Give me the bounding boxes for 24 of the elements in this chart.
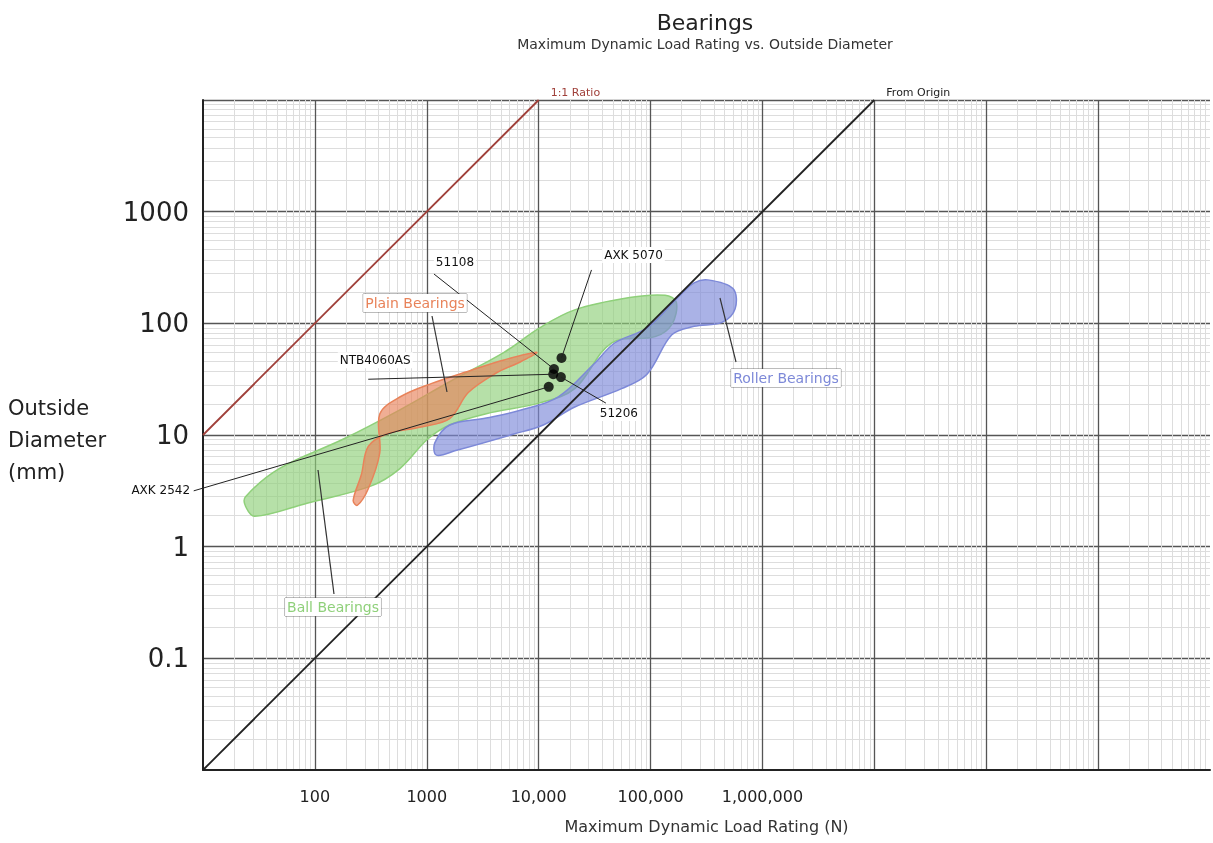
y-tick-label: 1000 — [122, 196, 189, 227]
series-label: 1:1 Ratio — [550, 85, 601, 99]
y-tick-label: 0.1 — [147, 643, 189, 674]
y-tick-label: 100 — [139, 308, 189, 339]
text: Ball Bearings — [287, 599, 379, 615]
annotation: NTB4060AS — [339, 353, 411, 368]
x-tick-label: 10,000 — [510, 786, 567, 806]
annotation: AXK 5070 — [604, 247, 663, 262]
annotation: 51206 — [599, 406, 638, 421]
y-tick-label: 1 — [172, 531, 189, 562]
y-axis-title: Outside Diameter (mm) — [8, 396, 113, 484]
text: Roller Bearings — [733, 370, 839, 386]
annotation: AXK 2542 — [131, 482, 191, 497]
x-tick-label: 100 — [299, 786, 331, 806]
series-label: From Origin — [886, 85, 951, 99]
text: Plain Bearings — [365, 295, 465, 311]
x-tick-label: 1000 — [406, 786, 448, 806]
y-tick-label: 10 — [155, 420, 189, 450]
chart-subtitle: Maximum Dynamic Load Rating vs. Outside Diameter — [517, 36, 894, 52]
annotation: 51108 — [435, 255, 475, 269]
chart-title: Bearings — [656, 9, 754, 35]
x-axis-title: Maximum Dynamic Load Rating (N) — [564, 816, 849, 836]
x-tick-label: 100,000 — [617, 786, 684, 806]
x-tick-label: 1,000,000 — [721, 786, 804, 806]
